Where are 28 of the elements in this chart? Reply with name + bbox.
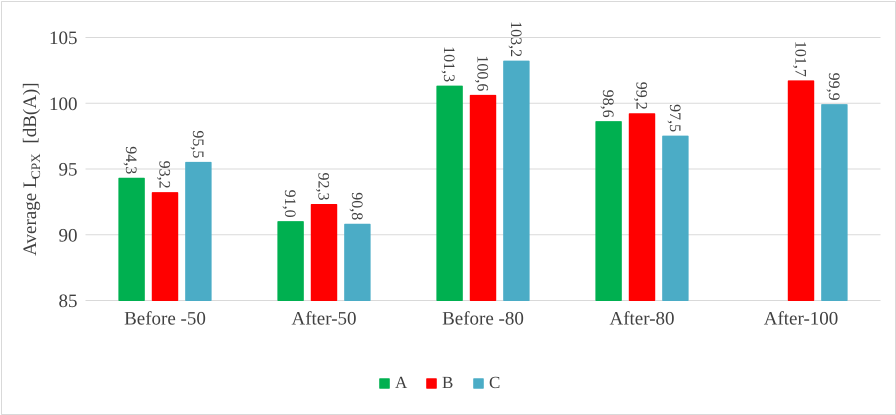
x-tick-label: After-80: [609, 308, 675, 330]
data-label: 90,8: [348, 192, 365, 220]
x-tick-label: After-50: [291, 308, 357, 330]
y-tick-label: 105: [49, 28, 78, 49]
legend-label: C: [489, 373, 502, 393]
legend-label: B: [442, 373, 454, 393]
data-label: 103,2: [506, 21, 524, 58]
y-tick-label: 90: [58, 225, 78, 246]
x-tick-label: After-100: [764, 308, 838, 330]
data-label: 95,5: [188, 130, 206, 158]
x-tick-label: Before -50: [124, 308, 206, 330]
data-label: 100,6: [474, 55, 490, 92]
y-tick-label: 85: [58, 291, 78, 312]
data-label: 98,6: [599, 90, 616, 118]
data-label: 99,2: [632, 82, 650, 110]
y-tick-label: 100: [49, 94, 78, 115]
data-label: 91,0: [281, 190, 298, 218]
legend-label: A: [395, 373, 408, 393]
x-tick-label: Before -80: [442, 308, 524, 330]
y-axis-title: Average LCPX [dB(A)]: [20, 82, 43, 256]
data-label: 101,3: [440, 46, 458, 82]
data-label: 99,9: [824, 72, 842, 101]
data-label: 94,3: [122, 146, 140, 174]
data-label: 93,2: [156, 160, 172, 189]
data-label: 92,3: [314, 172, 332, 201]
y-tick-label: 95: [58, 160, 78, 180]
data-label: 101,7: [792, 40, 808, 77]
data-label: 97,5: [666, 104, 683, 132]
